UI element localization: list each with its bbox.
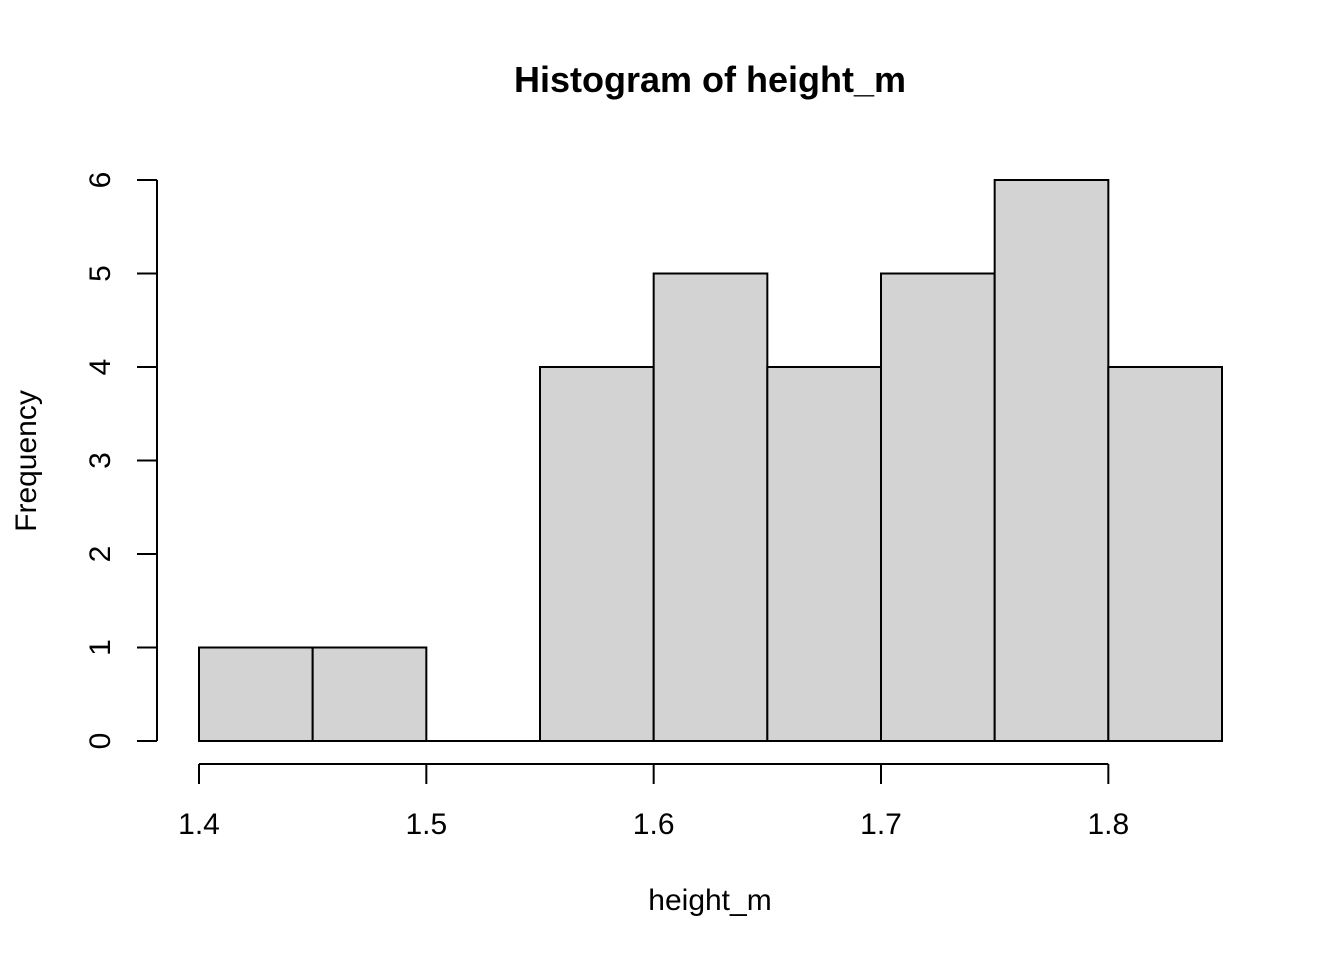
histogram-bar-1 bbox=[311, 646, 428, 742]
x-axis: 1.4 1.5 1.6 1.7 1.8 bbox=[178, 763, 1129, 841]
y-axis: 0 1 2 3 4 5 6 bbox=[84, 172, 158, 750]
y-tick-label: 1 bbox=[84, 639, 117, 656]
histogram-bar-3 bbox=[539, 366, 655, 742]
y-tick-label: 3 bbox=[84, 452, 117, 469]
x-axis-label: height_m bbox=[648, 884, 771, 917]
bars-group bbox=[198, 179, 1224, 742]
y-tick-label: 2 bbox=[84, 546, 117, 563]
x-tick-label: 1.8 bbox=[1087, 808, 1129, 841]
histogram-bar-8 bbox=[1107, 366, 1224, 742]
histogram-bar-5 bbox=[766, 366, 882, 742]
histogram-bar-6 bbox=[880, 272, 996, 742]
x-tick-label: 1.4 bbox=[178, 808, 220, 841]
x-tick-label: 1.7 bbox=[860, 808, 902, 841]
y-tick-label: 6 bbox=[84, 172, 117, 189]
chart-title: Histogram of height_m bbox=[514, 59, 906, 100]
y-axis-label: Frequency bbox=[10, 390, 43, 532]
x-tick-label: 1.5 bbox=[405, 808, 447, 841]
histogram-bar-0 bbox=[198, 646, 314, 742]
y-tick-label: 4 bbox=[84, 359, 117, 376]
x-tick-label: 1.6 bbox=[633, 808, 675, 841]
y-tick-label: 0 bbox=[84, 733, 117, 750]
histogram-bar-7 bbox=[993, 179, 1110, 742]
histogram-bar-4 bbox=[652, 272, 769, 742]
y-tick-label: 5 bbox=[84, 265, 117, 282]
